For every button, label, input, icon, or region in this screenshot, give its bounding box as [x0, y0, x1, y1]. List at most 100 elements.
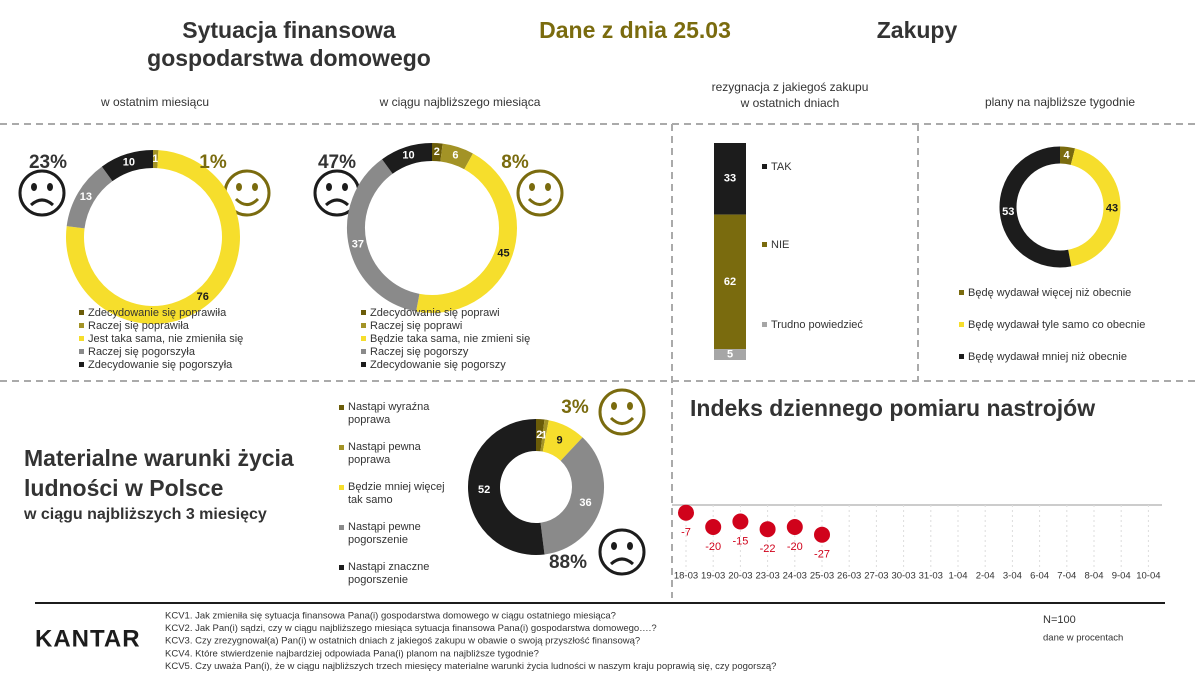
- value-label: 13: [80, 191, 92, 203]
- value-label: 10: [402, 150, 414, 162]
- x-tick-label: 18-03: [674, 571, 698, 582]
- legend-swatch: [959, 322, 964, 327]
- donut-segment: [431, 143, 443, 162]
- legend-swatch: [339, 485, 344, 490]
- x-tick-label: 26-03: [837, 571, 861, 582]
- brand: KANTAR: [35, 625, 141, 652]
- legend-swatch: [762, 322, 767, 327]
- value-label: 2: [536, 429, 542, 441]
- legend-label: Zdecydowanie się pogorszy: [370, 359, 506, 371]
- annotation: 23%: [29, 152, 67, 173]
- legend-swatch: [79, 362, 84, 367]
- dot: [732, 513, 749, 530]
- x-tick-label: 25-03: [810, 571, 834, 582]
- legend-label: Nastąpi pewna poprawa: [348, 441, 421, 466]
- legend-swatch: [361, 323, 366, 328]
- legend-swatch: [959, 290, 964, 295]
- value-label: 4: [1063, 149, 1070, 161]
- x-tick-label: 2-04: [976, 571, 995, 582]
- donut-segment: [66, 150, 240, 324]
- value-label: 1: [152, 153, 158, 165]
- chart-title: ludności w Polsce: [24, 475, 223, 501]
- legend-label: Nastąpi pewne pogorszenie: [348, 521, 421, 546]
- legend-label: Będę wydawał tyle samo co obecnie: [968, 319, 1145, 331]
- x-tick-label: 23-03: [755, 571, 779, 582]
- legend-label: Będzie taka sama, nie zmieni się: [370, 333, 530, 345]
- legend-label: Nastąpi znaczne pogorszenie: [348, 561, 430, 586]
- legend-label: Będzie mniej więcej tak samo: [348, 481, 445, 506]
- question: KCV1. Jak zmieniła się sytuacja finansow…: [165, 611, 616, 622]
- section-title: Zakupy: [877, 17, 958, 43]
- separators: [0, 123, 1198, 604]
- title: Sytuacja finansowa: [182, 17, 396, 43]
- value-label: 76: [197, 291, 209, 303]
- value-label: 6: [452, 150, 458, 162]
- legend-swatch: [959, 354, 964, 359]
- legend-label: Jest taka sama, nie zmieniła się: [88, 333, 243, 345]
- donut-segment: [66, 166, 113, 229]
- legend-label-box: Nastąpi wyraźna poprawa: [348, 401, 429, 426]
- annotation: 1%: [199, 152, 227, 173]
- legend-swatch: [339, 565, 344, 570]
- chart-subtitle: w ciągu najbliższych 3 miesięcy: [23, 506, 267, 523]
- legend-label: Raczej się poprawi: [370, 320, 462, 332]
- sample: N=100: [1043, 614, 1076, 626]
- value-label: 36: [579, 497, 591, 509]
- dot: [814, 526, 830, 543]
- chart-title: w ostatnim miesiącu: [100, 95, 209, 109]
- value-label: 33: [724, 173, 736, 185]
- title: gospodarstwa domowego: [147, 45, 431, 71]
- legend-label: Zdecydowanie się poprawi: [370, 307, 500, 319]
- value-label: 43: [1106, 203, 1118, 215]
- x-tick-label: 3-04: [1003, 571, 1022, 582]
- dot: [786, 519, 803, 535]
- donut-segment: [1067, 148, 1121, 267]
- legend-label: NIE: [771, 239, 789, 251]
- chart-title: w ostatnich dniach: [740, 96, 840, 110]
- legend-swatch: [361, 310, 366, 315]
- value-label: -20: [787, 541, 803, 553]
- legend-swatch: [361, 349, 366, 354]
- x-tick-label: 6-04: [1030, 571, 1049, 582]
- dot: [759, 521, 776, 538]
- chart-title: plany na najbliższe tygodnie: [985, 95, 1135, 109]
- chart-title: Materialne warunki życia: [24, 445, 294, 471]
- x-tick-label: 10-04: [1136, 571, 1160, 582]
- legend-swatch: [79, 310, 84, 315]
- annotation: 3%: [561, 397, 589, 418]
- value-label: -15: [732, 535, 748, 547]
- donut-segment: [541, 420, 583, 462]
- donut-segment: [999, 146, 1072, 268]
- value-label: -27: [814, 549, 830, 561]
- donut-segment: [1059, 146, 1076, 165]
- legend-swatch: [361, 336, 366, 341]
- value-label: 52: [478, 484, 490, 496]
- value-label: 37: [352, 238, 364, 250]
- chart-title: Indeks dziennego pomiaru nastrojów: [690, 395, 1095, 421]
- value-label: -22: [760, 543, 776, 555]
- donut-segment: [468, 419, 545, 555]
- annotation: 8%: [501, 152, 529, 173]
- chart-title: rezygnacja z jakiegoś zakupu: [712, 80, 869, 94]
- question: KCV4. Które stwierdzenie najbardziej odp…: [165, 648, 539, 659]
- value-label: 45: [497, 248, 509, 260]
- value-label: -20: [705, 541, 721, 553]
- legend-swatch: [339, 525, 344, 530]
- value-label: 9: [557, 435, 563, 447]
- donut-segment: [101, 150, 154, 182]
- value-label: 53: [1002, 206, 1014, 218]
- value-label: 10: [123, 157, 135, 169]
- legend-label-box: Będzie mniej więcej tak samo: [348, 481, 445, 506]
- legend-label-box: Nastąpi znaczne pogorszenie: [348, 561, 430, 586]
- chart-title: w ciągu najbliższego miesiąca: [379, 95, 541, 109]
- x-tick-label: 19-03: [701, 571, 725, 582]
- legend-label: Trudno powiedzieć: [771, 319, 863, 331]
- donut-segment: [382, 143, 433, 174]
- dot: [705, 519, 722, 535]
- x-tick-label: 20-03: [728, 571, 752, 582]
- legend-label-box: Nastąpi pewna poprawa: [348, 441, 421, 466]
- legend-swatch: [79, 323, 84, 328]
- legend-label: Raczej się pogorszyła: [88, 346, 196, 358]
- dot: [678, 504, 694, 521]
